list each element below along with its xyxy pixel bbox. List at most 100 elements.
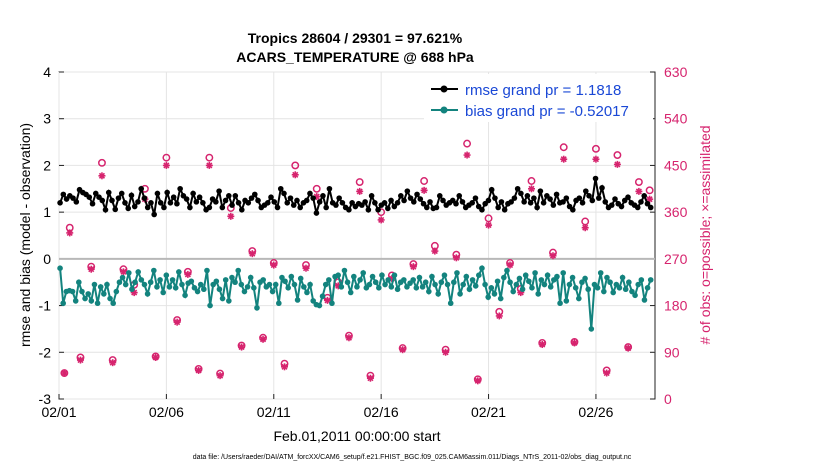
rmse-point bbox=[206, 204, 213, 211]
bias-point bbox=[338, 284, 345, 290]
obs-assimilated-stroke bbox=[163, 162, 170, 169]
rmse-point bbox=[151, 211, 157, 218]
rmse-point bbox=[394, 200, 401, 206]
bias-point bbox=[319, 293, 326, 300]
bias-point bbox=[426, 288, 432, 295]
obs-assimilated-marker bbox=[399, 346, 407, 354]
obs-assimilated-marker bbox=[431, 247, 439, 255]
bias-point bbox=[222, 277, 229, 283]
bias-point bbox=[197, 281, 204, 288]
bias-point bbox=[104, 281, 110, 288]
bias-point bbox=[282, 278, 288, 285]
rmse-point bbox=[277, 185, 284, 192]
rmse-point bbox=[154, 190, 161, 197]
plot-area bbox=[58, 71, 656, 400]
bias-point bbox=[179, 281, 185, 288]
obs-assimilated-stroke bbox=[152, 354, 159, 361]
rmse-point bbox=[144, 204, 151, 211]
rmse-point bbox=[518, 190, 524, 197]
y2-tick-label: 540 bbox=[664, 111, 688, 127]
rmse-point bbox=[92, 190, 99, 197]
bias-point bbox=[201, 286, 207, 293]
obs-assimilated-marker bbox=[442, 348, 450, 356]
rmse-point bbox=[534, 204, 540, 211]
rmse-point bbox=[563, 195, 570, 201]
bias-point bbox=[382, 281, 388, 288]
rmse-point bbox=[589, 197, 596, 204]
rmse-point bbox=[183, 196, 190, 202]
rmse-point bbox=[86, 194, 93, 200]
rmse-point bbox=[514, 185, 521, 192]
obs-possible-marker bbox=[634, 178, 643, 186]
bias-point bbox=[213, 278, 220, 285]
bias-point bbox=[219, 295, 226, 302]
bias-point bbox=[388, 284, 395, 290]
bias-point bbox=[491, 291, 498, 297]
bias-point bbox=[601, 288, 607, 295]
bias-point bbox=[469, 277, 476, 283]
obs-assimilated-stroke bbox=[549, 252, 557, 259]
bias-point bbox=[82, 295, 88, 302]
obs-assimilated-marker bbox=[485, 221, 493, 229]
rmse-point bbox=[213, 199, 219, 205]
rmse-point bbox=[540, 200, 547, 206]
obs-assimilated-marker bbox=[281, 363, 289, 371]
rmse-point bbox=[368, 192, 375, 199]
obs-assimilated-marker bbox=[162, 161, 170, 169]
bias-point bbox=[279, 274, 285, 281]
rmse-point bbox=[440, 197, 446, 204]
rmse-point bbox=[346, 207, 352, 213]
bias-point bbox=[632, 292, 638, 299]
rmse-point bbox=[57, 200, 63, 206]
rmse-point bbox=[284, 200, 291, 206]
bias-point bbox=[204, 267, 210, 274]
bias-point bbox=[497, 295, 504, 302]
bias-point bbox=[616, 285, 623, 291]
bias-point bbox=[366, 281, 373, 288]
rmse-point bbox=[310, 195, 317, 201]
bias-point bbox=[94, 300, 101, 307]
rmse-point bbox=[595, 195, 602, 201]
bias-point bbox=[235, 267, 242, 274]
bias-point bbox=[329, 300, 335, 307]
y2-tick-label: 270 bbox=[664, 251, 688, 267]
rmse-point bbox=[647, 204, 654, 211]
rmse-point bbox=[641, 192, 648, 199]
bias-point bbox=[207, 302, 213, 309]
bias-point bbox=[476, 272, 482, 279]
obs-assimilated-stroke bbox=[249, 250, 256, 257]
x-axis: 02/01 02/06 02/11 02/16 02/21 02/26 bbox=[41, 394, 614, 420]
obs-assimilated-marker bbox=[420, 186, 428, 194]
obs-assimilated-stroke bbox=[238, 344, 245, 351]
bias-point bbox=[626, 279, 632, 286]
bias-point bbox=[638, 277, 645, 283]
obs-assimilated-stroke bbox=[174, 319, 181, 326]
bias-point bbox=[157, 277, 163, 283]
rmse-point bbox=[417, 196, 424, 202]
obs-assimilated-marker bbox=[528, 185, 536, 193]
obs-assimilated-stroke bbox=[539, 341, 546, 348]
rmse-point bbox=[349, 200, 355, 206]
bias-point bbox=[516, 275, 523, 282]
bias-point bbox=[401, 277, 407, 283]
bias-point bbox=[585, 286, 592, 293]
bias-point bbox=[288, 273, 295, 280]
obs-assimilated-stroke bbox=[528, 185, 535, 192]
rmse-point bbox=[407, 195, 414, 201]
bias-point bbox=[357, 277, 363, 283]
rmse-point bbox=[135, 199, 141, 205]
bias-point bbox=[116, 279, 123, 286]
bias-point bbox=[147, 279, 154, 286]
rmse-point bbox=[73, 199, 80, 205]
rmse-point bbox=[436, 192, 443, 199]
bias-point bbox=[344, 279, 351, 286]
rmse-point bbox=[268, 194, 274, 200]
y-tick-label: 0 bbox=[43, 251, 51, 267]
bias-point bbox=[385, 277, 392, 283]
bias-point bbox=[238, 281, 245, 288]
rmse-point bbox=[579, 200, 586, 206]
obs-assimilated-marker bbox=[452, 254, 460, 262]
obs-assimilated-marker bbox=[506, 261, 514, 269]
bias-point bbox=[404, 284, 410, 290]
bias-point bbox=[360, 270, 367, 276]
